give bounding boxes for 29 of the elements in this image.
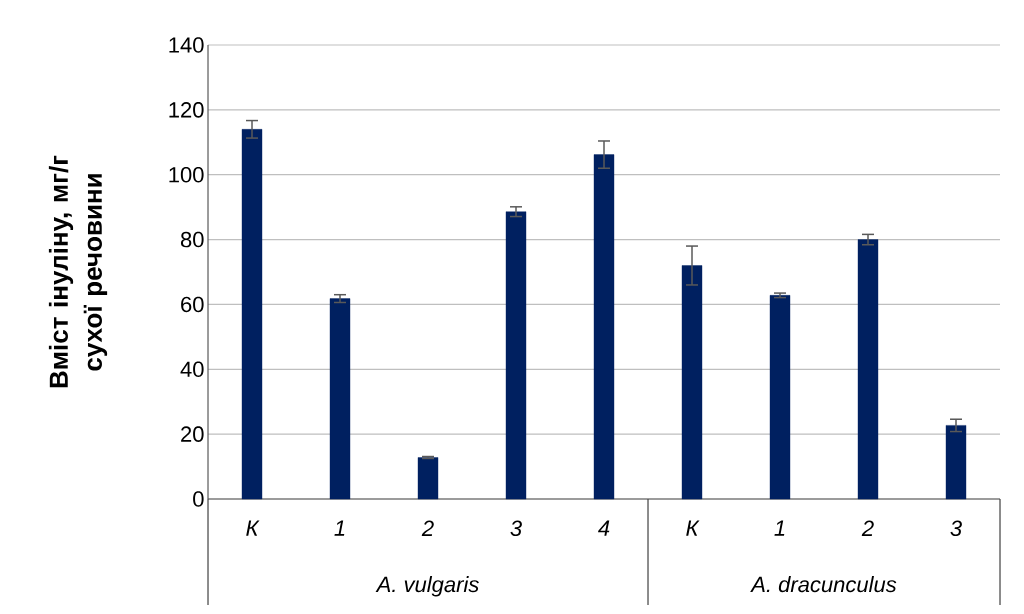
y-tick-label: 100 xyxy=(169,166,204,183)
bar xyxy=(241,129,263,500)
x-tick-label: 2 xyxy=(861,520,874,536)
x-tick-label: 3 xyxy=(950,520,962,537)
bar xyxy=(329,298,351,500)
bar xyxy=(769,295,791,500)
y-tick-label: 120 xyxy=(169,102,204,118)
x-tick-label: К xyxy=(686,520,700,536)
y-tick-label: 80 xyxy=(180,231,204,248)
y-axis-title: Вміст інуліну, мг/г сухої речовини xyxy=(48,155,108,388)
x-tick-label: 4 xyxy=(598,520,610,536)
y-tick-label: 40 xyxy=(180,361,204,378)
bar xyxy=(417,457,439,500)
x-tick-label: 1 xyxy=(774,520,785,536)
text: A. vulgaris xyxy=(375,576,479,597)
text: A. dracunculus xyxy=(750,576,897,593)
bar xyxy=(681,265,703,500)
bar xyxy=(857,239,879,500)
x-tick-label: К xyxy=(246,520,260,536)
y-tick-label: 140 xyxy=(169,37,204,53)
bar xyxy=(593,154,615,500)
y-tick-label: 20 xyxy=(181,426,204,442)
x-tick-label: 1 xyxy=(334,520,345,536)
bar xyxy=(505,211,527,500)
x-tick-label: 2 xyxy=(421,520,434,536)
bar xyxy=(945,425,967,500)
y-tick-label: 60 xyxy=(181,296,204,313)
x-tick-label: 3 xyxy=(510,520,522,537)
y-tick-label: 0 xyxy=(193,491,204,507)
